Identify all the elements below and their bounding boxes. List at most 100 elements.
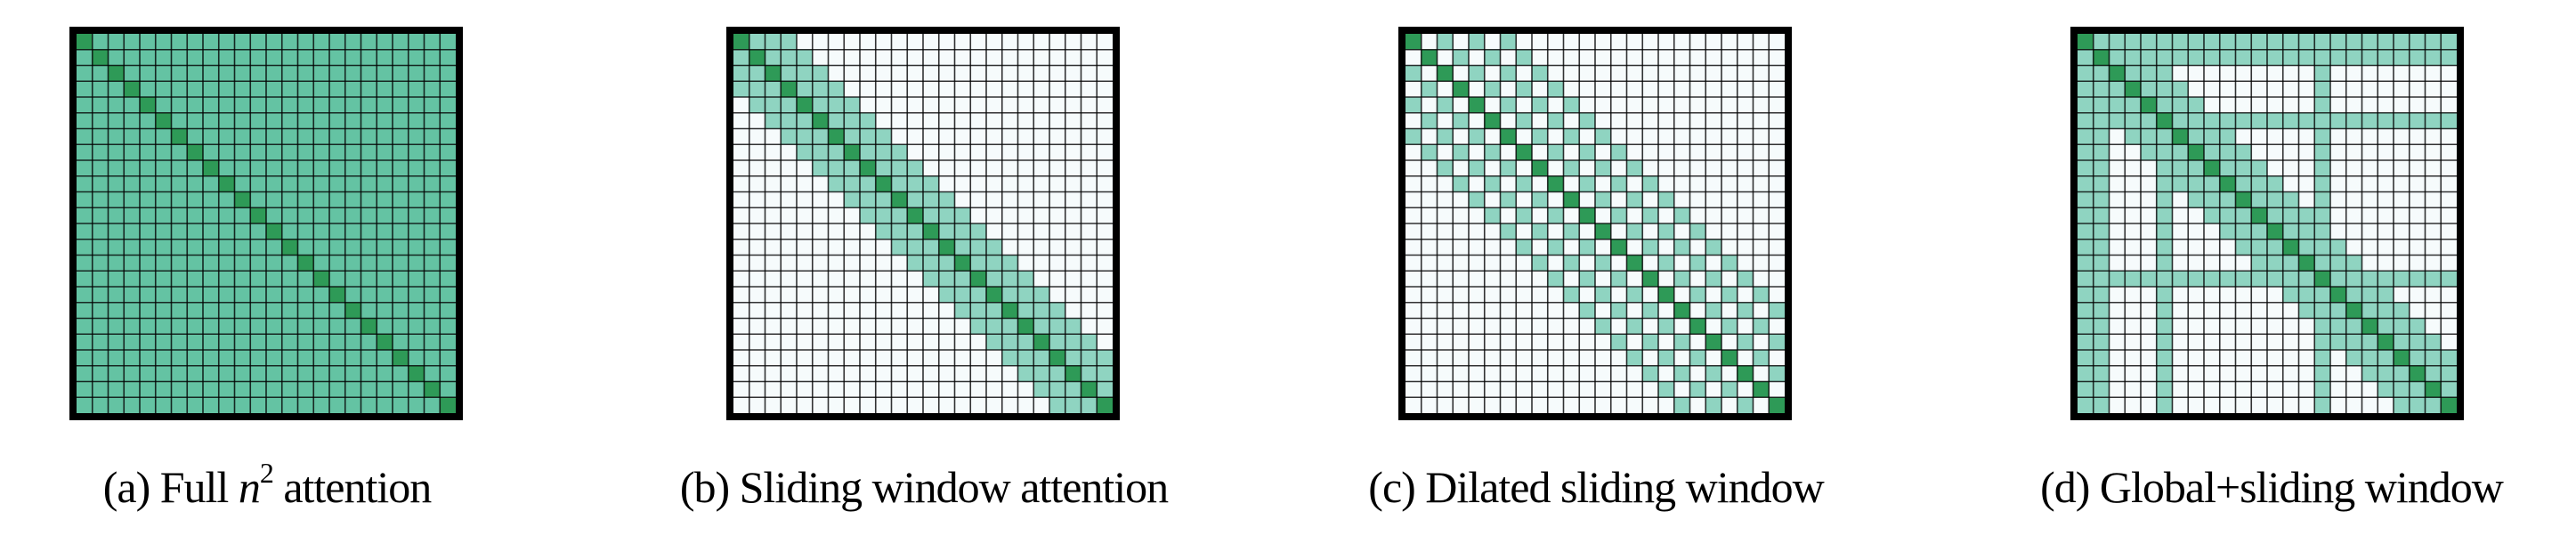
attention-cell-empty — [733, 175, 749, 192]
attention-cell-empty — [1610, 97, 1627, 113]
attention-cell-empty — [797, 255, 813, 272]
attention-cell-full — [203, 350, 219, 366]
attention-cell-attended — [938, 223, 955, 240]
attention-cell-attended — [1658, 318, 1674, 335]
attention-cell-attended — [970, 318, 986, 335]
attention-cell-attended — [1642, 175, 1658, 192]
attention-cell-full — [377, 302, 393, 319]
attention-cell-full — [234, 334, 251, 350]
attention-cell-empty — [1484, 128, 1501, 145]
attention-cell-empty — [765, 175, 782, 192]
attention-cell-empty — [1500, 287, 1517, 303]
attention-cell-attended — [2441, 365, 2457, 382]
attention-cell-empty — [2204, 334, 2220, 350]
attention-cell-attended — [2298, 112, 2315, 129]
attention-cell-full — [92, 334, 109, 350]
attention-cell-full — [187, 160, 203, 176]
attention-cell-attended — [2219, 207, 2236, 223]
matrix-border — [1398, 27, 1792, 420]
attention-cell-attended — [2125, 112, 2141, 129]
attention-cell-full — [171, 175, 188, 192]
attention-cell-empty — [1610, 318, 1627, 335]
attention-cell-empty — [1658, 49, 1674, 66]
attention-cell-full — [234, 381, 251, 398]
attention-cell-empty — [2441, 81, 2457, 97]
attention-cell-attended — [1033, 350, 1049, 366]
attention-cell-diagonal — [1001, 302, 1018, 319]
attention-cell-empty — [797, 350, 813, 366]
attention-cell-attended — [2141, 144, 2157, 160]
attention-cell-empty — [828, 302, 845, 319]
attention-cell-full — [187, 65, 203, 82]
caption-math: n — [238, 462, 261, 512]
attention-cell-attended — [2109, 112, 2126, 129]
attention-cell-empty — [2441, 334, 2457, 350]
attention-cell-empty — [1065, 81, 1081, 97]
attention-cell-empty — [2267, 160, 2283, 176]
attention-cell-attended — [2345, 271, 2362, 287]
attention-cell-attended — [1610, 207, 1627, 223]
attention-cell-full — [155, 81, 172, 97]
attention-cell-empty — [860, 34, 876, 50]
attention-cell-attended — [1547, 144, 1564, 160]
attention-cell-empty — [954, 381, 971, 398]
attention-cell-full — [377, 287, 393, 303]
attention-cell-attended — [1547, 81, 1564, 97]
attention-cell-empty — [733, 271, 749, 287]
attention-cell-empty — [938, 365, 955, 382]
attention-cell-full — [187, 81, 203, 97]
attention-cell-full — [140, 350, 156, 366]
attention-cell-empty — [907, 381, 923, 398]
attention-cell-empty — [1532, 334, 1548, 350]
attention-cell-empty — [781, 271, 797, 287]
attention-cell-diagonal — [1437, 65, 1454, 82]
attention-cell-full — [77, 365, 93, 382]
attention-cell-full — [344, 350, 361, 366]
attention-cell-empty — [954, 49, 971, 66]
attention-cell-empty — [860, 334, 876, 350]
attention-cell-attended — [2204, 128, 2220, 145]
attention-cell-empty — [1516, 350, 1532, 366]
attention-cell-empty — [970, 144, 986, 160]
attention-cell-empty — [1547, 302, 1564, 319]
attention-cell-full — [424, 207, 441, 223]
attention-cell-attended — [2093, 302, 2110, 319]
attention-cell-empty — [1595, 397, 1611, 413]
attention-cell-empty — [2251, 350, 2267, 366]
attention-cell-empty — [765, 128, 782, 145]
attention-cell-empty — [1673, 49, 1690, 66]
attention-cell-empty — [1579, 381, 1595, 398]
attention-cell-empty — [2267, 365, 2283, 382]
attention-cell-attended — [2345, 287, 2362, 303]
attention-cell-attended — [923, 191, 939, 208]
attention-cell-empty — [1689, 112, 1706, 129]
attention-cell-attended — [2188, 175, 2204, 192]
attention-cell-attended — [2156, 302, 2173, 319]
attention-cell-attended — [2361, 350, 2378, 366]
attention-cell-attended — [860, 191, 876, 208]
attention-cell-empty — [844, 207, 860, 223]
attention-cell-empty — [765, 223, 782, 240]
attention-cell-full — [218, 271, 235, 287]
attention-cell-attended — [2345, 49, 2362, 66]
attention-cell-empty — [2172, 65, 2189, 82]
attention-cell-attended — [907, 191, 923, 208]
attention-cell-empty — [765, 160, 782, 176]
attention-cell-empty — [1453, 287, 1469, 303]
attention-cell-empty — [954, 365, 971, 382]
attention-cell-full — [171, 302, 188, 319]
attention-cell-empty — [1673, 97, 1690, 113]
attention-cell-attended — [1516, 175, 1532, 192]
attention-cell-attended — [970, 255, 986, 272]
attention-cell-empty — [2361, 191, 2378, 208]
attention-cell-attended — [2314, 287, 2330, 303]
attention-cell-attended — [1065, 381, 1081, 398]
attention-cell-full — [360, 65, 377, 82]
attention-cell-empty — [1516, 128, 1532, 145]
attention-cell-empty — [907, 49, 923, 66]
attention-cell-empty — [2172, 334, 2189, 350]
attention-cell-full — [77, 128, 93, 145]
attention-cell-attended — [2425, 112, 2442, 129]
attention-cell-full — [313, 112, 329, 129]
attention-cell-full — [266, 144, 282, 160]
